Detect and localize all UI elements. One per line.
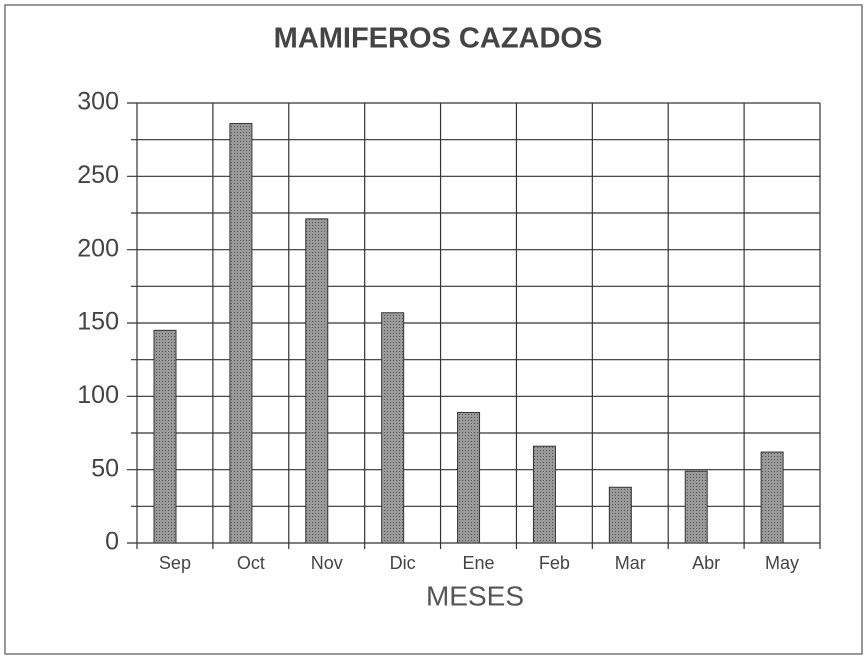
x-tick-label: Mar <box>615 553 646 573</box>
bar <box>153 329 177 544</box>
x-tick-label: May <box>765 553 799 573</box>
y-tick-label: 300 <box>77 88 119 116</box>
x-tick-label: Dic <box>390 553 416 573</box>
bar <box>760 451 784 544</box>
bar <box>229 123 253 544</box>
y-tick-label: 200 <box>77 234 119 262</box>
frame <box>4 4 863 655</box>
y-tick-label: 100 <box>77 381 119 409</box>
bar <box>457 411 481 544</box>
y-tick-label: 250 <box>77 161 119 189</box>
bar <box>532 445 556 544</box>
x-tick-label: Nov <box>311 553 343 573</box>
x-axis-label: MESES <box>426 580 524 611</box>
bar <box>684 470 708 544</box>
bar <box>381 312 405 544</box>
bar <box>305 218 329 544</box>
bar <box>608 486 632 544</box>
y-tick-label: 0 <box>105 528 119 556</box>
x-tick-label: Abr <box>692 553 720 573</box>
y-tick-label: 150 <box>77 308 119 336</box>
chart-title: MAMIFEROS CAZADOS <box>274 23 603 55</box>
x-tick-label: Ene <box>462 553 494 573</box>
x-tick-label: Oct <box>237 553 265 573</box>
x-tick-label: Sep <box>159 553 191 573</box>
y-tick-label: 50 <box>91 454 119 482</box>
x-tick-label: Feb <box>539 553 570 573</box>
